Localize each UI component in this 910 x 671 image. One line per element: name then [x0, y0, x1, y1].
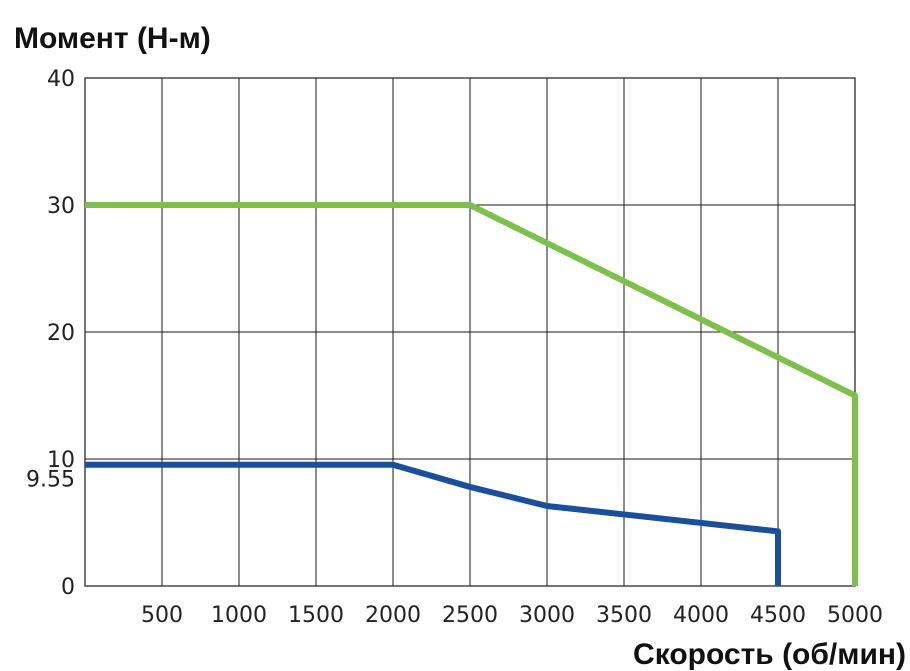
x-tick-label: 4000: [673, 603, 729, 628]
x-axis-title: Скорость (об/мин): [633, 638, 906, 671]
x-tick-label: 4500: [750, 603, 806, 628]
x-tick-label: 1000: [211, 603, 267, 628]
y-tick-label: 20: [47, 321, 75, 346]
plot-frame: [84, 77, 856, 587]
x-tick-label: 2000: [365, 603, 421, 628]
y-tick-label-extra: 9.55: [26, 468, 75, 493]
x-tick-label: 1500: [288, 603, 344, 628]
grid: [85, 77, 856, 587]
y-tick-labels: 0 10 20 30 40 9.55: [26, 67, 75, 600]
y-tick-label: 30: [47, 194, 75, 219]
y-tick-label: 40: [47, 67, 75, 92]
x-tick-label: 2500: [442, 603, 498, 628]
y-tick-label: 10: [47, 448, 75, 473]
series-line-0: [85, 202, 858, 586]
series-layer: [85, 202, 858, 586]
y-axis-title: Момент (Н-м): [14, 22, 211, 55]
x-tick-label: 3500: [596, 603, 652, 628]
x-tick-label: 500: [141, 603, 183, 628]
x-tick-labels: 500 1000 1500 2000 2500 3000 3500 4000 4500 5000: [141, 603, 883, 628]
x-tick-label: 5000: [827, 603, 883, 628]
x-tick-label: 3000: [519, 603, 575, 628]
y-tick-label: 0: [61, 575, 75, 600]
series-line-1: [85, 461, 781, 586]
